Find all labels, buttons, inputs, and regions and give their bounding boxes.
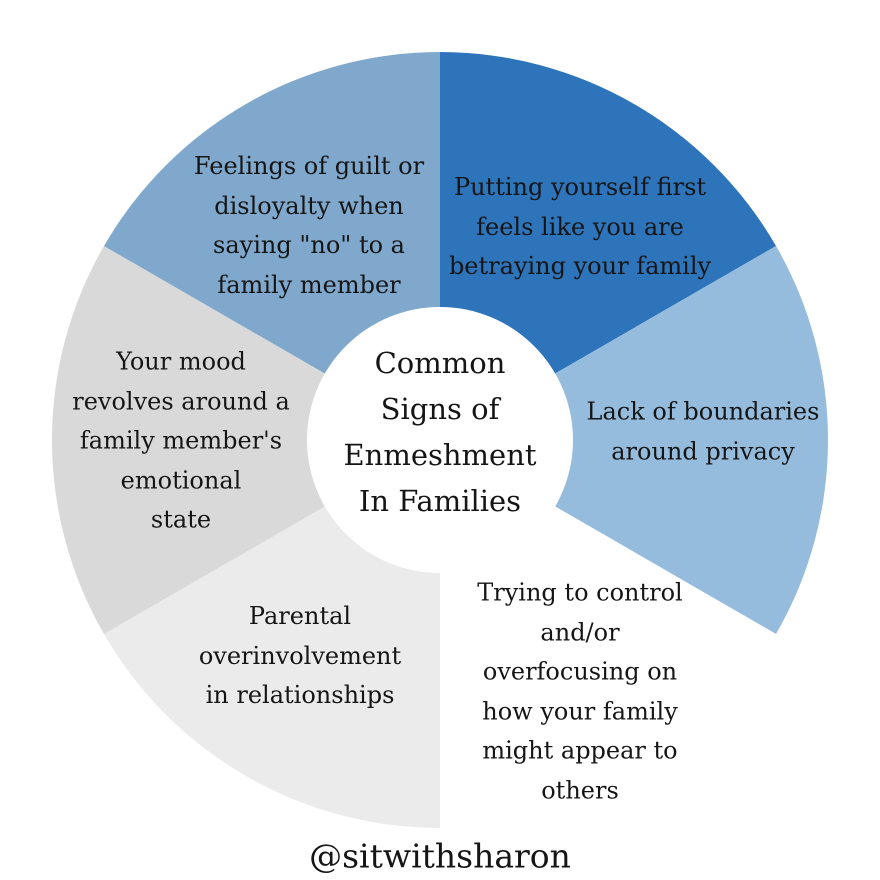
title-line: Common (374, 346, 506, 380)
label-line: overfocusing on (482, 657, 678, 686)
label-line: how your family (482, 697, 678, 725)
label-line: Putting yourself first (453, 172, 707, 201)
label-line: disloyalty when (214, 191, 404, 220)
wheel-segment (51, 246, 440, 634)
label-line: betraying your family (448, 251, 712, 280)
label-line: state (150, 505, 212, 534)
label-line: around privacy (611, 437, 795, 465)
label-line: family member's (79, 426, 283, 455)
label-line: revolves around a (72, 386, 290, 415)
label-line: Feelings of guilt or (193, 152, 425, 180)
segment-label-lack-of-boundaries: Lack of boundaries around privacy (587, 393, 820, 472)
label-line: and/or (540, 618, 620, 646)
label-line: Lack of boundaries (586, 397, 820, 426)
title-line: Enmeshment (343, 438, 537, 472)
segment-label-trying-to-control: Trying to control and/or overfocusing on… (477, 574, 682, 811)
segment-label-feelings-of-guilt: Feelings of guilt or disloyalty when say… (194, 147, 424, 305)
wheel-segment (440, 246, 828, 634)
label-line: others (541, 776, 619, 804)
label-line: Trying to control (477, 578, 683, 607)
label-line: Your mood (116, 347, 246, 376)
center-title: Common Signs of Enmeshment In Families (343, 340, 536, 524)
label-line: Parental (248, 601, 352, 630)
label-line: in relationships (205, 680, 395, 709)
label-line: feels like you are (476, 212, 684, 241)
label-line: emotional (120, 465, 242, 494)
label-line: might appear to (482, 736, 678, 765)
center-circle (307, 307, 573, 573)
title-line: Signs of (380, 392, 500, 426)
author-handle: @sitwithsharon (309, 836, 571, 876)
label-line: family member (217, 270, 401, 299)
label-line: saying "no" to a (213, 231, 405, 259)
segment-label-your-mood: Your mood revolves around a family membe… (72, 342, 290, 540)
label-line: overinvolvement (198, 641, 402, 670)
segment-label-parental-overinvolvement: Parental overinvolvement in relationship… (199, 597, 401, 716)
segment-label-putting-yourself-first: Putting yourself first feels like you ar… (449, 168, 711, 287)
title-line: In Families (358, 484, 522, 518)
